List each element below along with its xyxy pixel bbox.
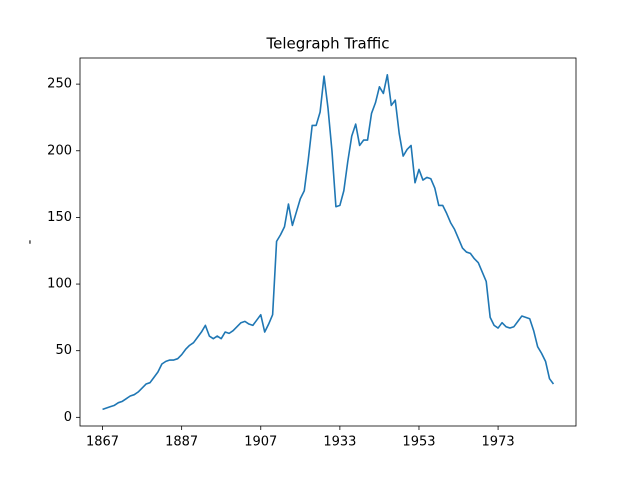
y-tick-label: 200 xyxy=(47,143,72,158)
y-axis-label: - xyxy=(23,239,38,244)
y-tick-label: 150 xyxy=(47,210,72,225)
chart-title: Telegraph Traffic xyxy=(266,35,390,53)
x-tick-label: 1867 xyxy=(86,435,119,450)
x-tick-label: 1933 xyxy=(323,435,356,450)
y-tick-label: 100 xyxy=(47,277,72,292)
x-tick-label: 1907 xyxy=(244,435,277,450)
line-series xyxy=(102,73,555,411)
y-tick-label: 50 xyxy=(55,343,72,358)
plot-frame xyxy=(79,57,577,427)
y-tick-label: 250 xyxy=(47,77,72,92)
x-tick-label: 1953 xyxy=(402,435,435,450)
x-tick-label: 1887 xyxy=(165,435,198,450)
x-tick-label: 1973 xyxy=(482,435,515,450)
y-tick-label: 0 xyxy=(64,410,72,425)
